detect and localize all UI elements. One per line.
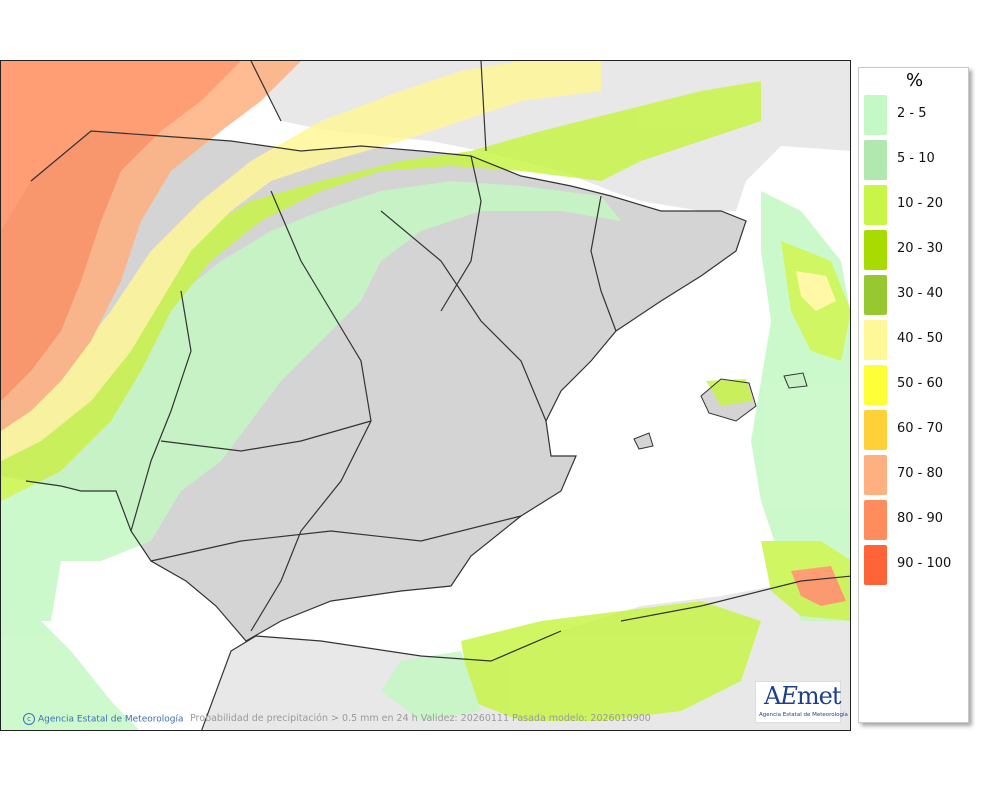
- legend-item: 30 - 40: [863, 274, 967, 316]
- legend-swatch: [864, 275, 887, 315]
- legend-item: 2 - 5: [863, 94, 967, 136]
- legend: % 2 - 5 5 - 10 10 - 20 20 - 30 30 - 40 40 - 5…: [858, 67, 969, 723]
- legend-label: 80 - 90: [897, 511, 944, 526]
- credit-text: c Agencia Estatal de Meteorología: [23, 713, 184, 725]
- legend-label: 40 - 50: [897, 331, 944, 346]
- field-green-light: [1, 181, 621, 621]
- legend-item: 90 - 100: [863, 544, 967, 586]
- legend-swatch: [864, 455, 887, 495]
- legend-swatch: [864, 500, 887, 540]
- field-africa-green: [461, 601, 761, 721]
- legend-unit: %: [905, 70, 924, 91]
- map-caption: Probabilidad de precipitación > 0.5 mm e…: [190, 713, 651, 724]
- legend-swatch: [864, 320, 887, 360]
- copyright-icon: c: [23, 713, 35, 725]
- island-borders: [633, 372, 808, 450]
- legend-swatch: [864, 365, 887, 405]
- legend-swatch: [864, 185, 887, 225]
- legend-label: 60 - 70: [897, 421, 944, 436]
- field-south-red: [791, 566, 846, 606]
- legend-label: 30 - 40: [897, 286, 944, 301]
- probability-fields: [1, 61, 850, 730]
- field-africa-light: [381, 651, 481, 721]
- admin-borders: [25, 61, 850, 730]
- legend-label: 50 - 60: [897, 376, 944, 391]
- legend-swatch: [864, 230, 887, 270]
- legend-item: 20 - 30: [863, 229, 967, 271]
- legend-label: 70 - 80: [897, 466, 944, 481]
- field-atlantic-south: [1, 621, 140, 730]
- precipitation-probability-map: [0, 60, 851, 731]
- field-yellow: [1, 61, 601, 461]
- field-mallorca: [706, 379, 753, 406]
- legend-item: 80 - 90: [863, 499, 967, 541]
- legend-label: 20 - 30: [897, 241, 944, 256]
- legend-swatch: [864, 545, 887, 585]
- legend-label: 5 - 10: [897, 151, 935, 166]
- field-red: [1, 61, 241, 401]
- legend-swatch: [864, 410, 887, 450]
- legend-label: 90 - 100: [897, 556, 952, 571]
- logo-subtitle: Agencia Estatal de Meteorología: [759, 712, 848, 718]
- legend-label: 10 - 20: [897, 196, 944, 211]
- legend-item: 70 - 80: [863, 454, 967, 496]
- legend-label: 2 - 5: [897, 106, 927, 121]
- aemet-logo: AEmet Agencia Estatal de Meteorología: [755, 681, 848, 723]
- field-med-yellow: [796, 271, 836, 311]
- legend-item: 5 - 10: [863, 139, 967, 181]
- legend-item: 60 - 70: [863, 409, 967, 451]
- legend-swatch: [864, 95, 887, 135]
- logo-mark: AEmet: [764, 682, 841, 710]
- legend-swatch: [864, 140, 887, 180]
- ibiza: [634, 433, 653, 449]
- legend-item: 40 - 50: [863, 319, 967, 361]
- credit-label: Agencia Estatal de Meteorología: [38, 714, 184, 725]
- legend-item: 10 - 20: [863, 184, 967, 226]
- legend-item: 50 - 60: [863, 364, 967, 406]
